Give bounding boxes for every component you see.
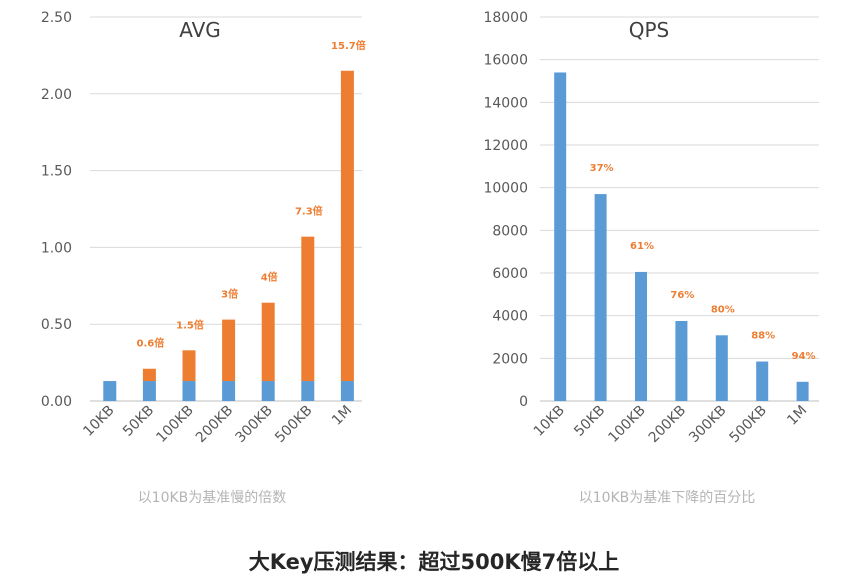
avg-bar-base: [142, 381, 156, 401]
avg-y-tick-label: 0.50: [41, 317, 72, 333]
avg-x-tick-label: 300KB: [233, 403, 276, 446]
avg-bar-base: [222, 381, 236, 401]
qps-data-label: 88%: [751, 331, 775, 342]
avg-x-tick-label: 500KB: [272, 403, 315, 446]
avg-y-tick-label: 2.00: [41, 87, 72, 103]
avg-bar-base: [301, 381, 315, 401]
qps-bar-base: [554, 72, 567, 401]
avg-bar-base: [182, 381, 196, 401]
qps-chart-note: 以10KB为基准下降的百分比: [579, 489, 756, 506]
avg-y-tick-label: 2.50: [41, 10, 72, 26]
qps-x-tick-label: 200KB: [646, 403, 689, 446]
avg-bar-base: [261, 381, 275, 401]
avg-data-label: 1.5倍: [176, 318, 204, 331]
qps-bar-base: [675, 321, 688, 401]
qps-y-tick-label: 8000: [492, 223, 528, 239]
qps-data-label: 80%: [711, 304, 735, 315]
qps-x-tick-label: 10KB: [531, 403, 568, 440]
avg-bar-base: [103, 381, 117, 401]
avg-bar-extra: [222, 319, 236, 382]
qps-data-label: 61%: [630, 241, 654, 252]
avg-data-label: 15.7倍: [331, 39, 366, 52]
qps-y-tick-label: 0: [519, 394, 528, 410]
avg-chart-note: 以10KB为基准慢的倍数: [138, 489, 287, 506]
qps-chart-title: QPS: [629, 18, 670, 42]
avg-x-tick-label: 1M: [329, 403, 355, 429]
qps-bar-base: [715, 335, 728, 401]
avg-y-tick-label: 0.00: [41, 394, 72, 410]
qps-bar-base: [796, 381, 809, 401]
avg-bar-extra: [301, 236, 315, 382]
avg-x-tick-label: 10KB: [80, 403, 117, 440]
avg-bar-extra: [261, 302, 275, 382]
qps-y-tick-label: 16000: [483, 53, 528, 69]
qps-bar-base: [594, 194, 607, 401]
qps-y-tick-label: 4000: [492, 309, 528, 325]
qps-y-tick-label: 18000: [483, 10, 528, 26]
qps-bar-base: [756, 361, 769, 401]
qps-data-label: 76%: [670, 290, 694, 301]
avg-data-label: 0.6倍: [137, 337, 165, 350]
qps-x-tick-label: 100KB: [605, 403, 648, 446]
avg-y-tick-label: 1.00: [41, 240, 72, 256]
qps-x-tick-label: 50KB: [571, 403, 608, 440]
avg-data-label: 7.3倍: [295, 205, 323, 218]
avg-bar-extra: [340, 70, 354, 382]
footer-caption: 大Key压测结果：超过500K慢7倍以上: [249, 550, 620, 574]
qps-y-tick-label: 12000: [483, 138, 528, 154]
avg-x-tick-label: 200KB: [193, 403, 236, 446]
avg-data-label: 4倍: [261, 271, 278, 284]
avg-x-tick-label: 100KB: [153, 403, 196, 446]
qps-bar-base: [635, 271, 647, 401]
avg-x-tick-label: 50KB: [120, 403, 157, 440]
avg-data-label: 3倍: [221, 288, 238, 301]
qps-x-tick-label: 300KB: [686, 403, 729, 446]
qps-y-tick-label: 2000: [492, 351, 528, 367]
qps-x-tick-label: 1M: [784, 403, 810, 429]
avg-bar-base: [340, 381, 354, 401]
qps-y-tick-label: 10000: [483, 181, 528, 197]
qps-y-tick-label: 6000: [492, 266, 528, 282]
avg-bar-extra: [182, 350, 196, 382]
qps-data-label: 94%: [792, 351, 816, 362]
qps-x-tick-label: 500KB: [727, 403, 770, 446]
avg-bar-extra: [142, 368, 156, 382]
qps-y-tick-label: 14000: [483, 95, 528, 111]
avg-chart-title: AVG: [179, 18, 221, 42]
avg-y-tick-label: 1.50: [41, 164, 72, 180]
qps-data-label: 37%: [590, 163, 614, 174]
